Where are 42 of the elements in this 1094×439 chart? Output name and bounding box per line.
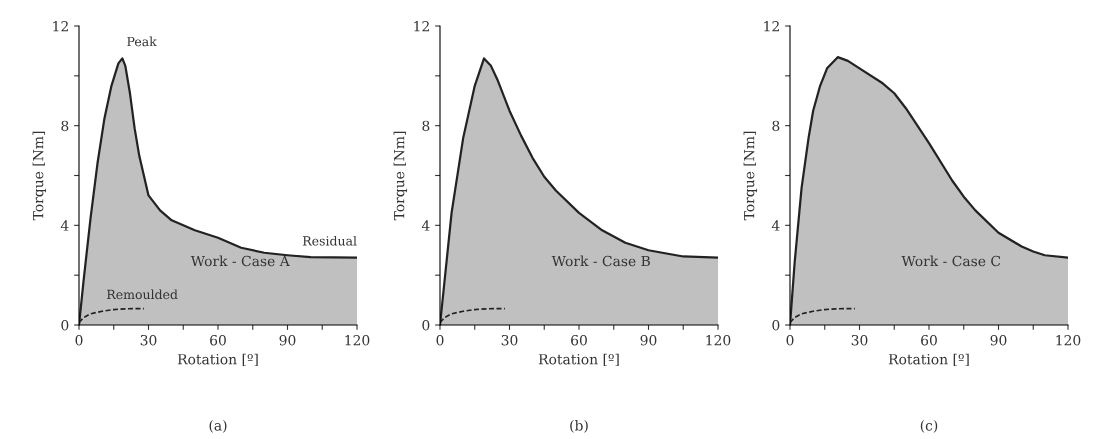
x-tick-label: 30 bbox=[851, 334, 868, 346]
x-axis-title: Rotation [º] bbox=[538, 353, 619, 367]
y-tick-label: 0 bbox=[422, 319, 430, 331]
annotation: Remoulded bbox=[107, 289, 178, 300]
y-axis-title: Torque [Nm] bbox=[743, 131, 758, 221]
x-tick-label: 0 bbox=[75, 334, 83, 346]
y-tick-label: 4 bbox=[771, 220, 780, 231]
annotation: Work - Case A bbox=[190, 255, 290, 267]
y-axis-title: Torque [Nm] bbox=[393, 131, 408, 221]
y-tick-label: 12 bbox=[764, 20, 779, 32]
x-axis-title: Rotation [º] bbox=[888, 353, 969, 367]
y-tick-label: 8 bbox=[61, 120, 69, 132]
text: (c) bbox=[920, 419, 938, 433]
x-tick-label: 120 bbox=[706, 334, 731, 346]
x-tick-label: 90 bbox=[990, 334, 1007, 346]
y-tick-label: 4 bbox=[421, 220, 430, 231]
y-tick-label: 8 bbox=[422, 120, 430, 132]
x-axis-title: Rotation [º] bbox=[177, 353, 258, 367]
annotation: Work - Case C bbox=[901, 255, 1001, 267]
y-tick-label: 12 bbox=[53, 20, 68, 32]
x-tick-label: 60 bbox=[571, 334, 587, 346]
annotation: Residual bbox=[302, 235, 357, 246]
y-axis-title: Torque [Nm] bbox=[32, 131, 47, 221]
x-tick-label: 0 bbox=[436, 334, 444, 346]
x-tick-label: 90 bbox=[279, 334, 296, 346]
x-tick-label: 120 bbox=[1056, 334, 1081, 346]
x-tick-label: 30 bbox=[501, 334, 518, 346]
text: (b) bbox=[570, 419, 588, 433]
annotation: Work - Case B bbox=[551, 255, 650, 267]
x-tick-label: 60 bbox=[210, 334, 226, 346]
x-tick-label: 90 bbox=[640, 334, 657, 346]
x-tick-label: 60 bbox=[921, 334, 937, 346]
y-tick-label: 8 bbox=[772, 120, 780, 132]
y-tick-label: 0 bbox=[61, 319, 69, 331]
x-tick-label: 30 bbox=[140, 334, 157, 346]
y-tick-label: 12 bbox=[414, 20, 429, 32]
text: (a) bbox=[209, 419, 227, 433]
y-tick-label: 0 bbox=[772, 319, 780, 331]
annotation: Peak bbox=[127, 36, 157, 47]
x-tick-label: 120 bbox=[345, 334, 370, 346]
x-tick-label: 0 bbox=[786, 334, 794, 346]
y-tick-label: 4 bbox=[60, 220, 69, 231]
